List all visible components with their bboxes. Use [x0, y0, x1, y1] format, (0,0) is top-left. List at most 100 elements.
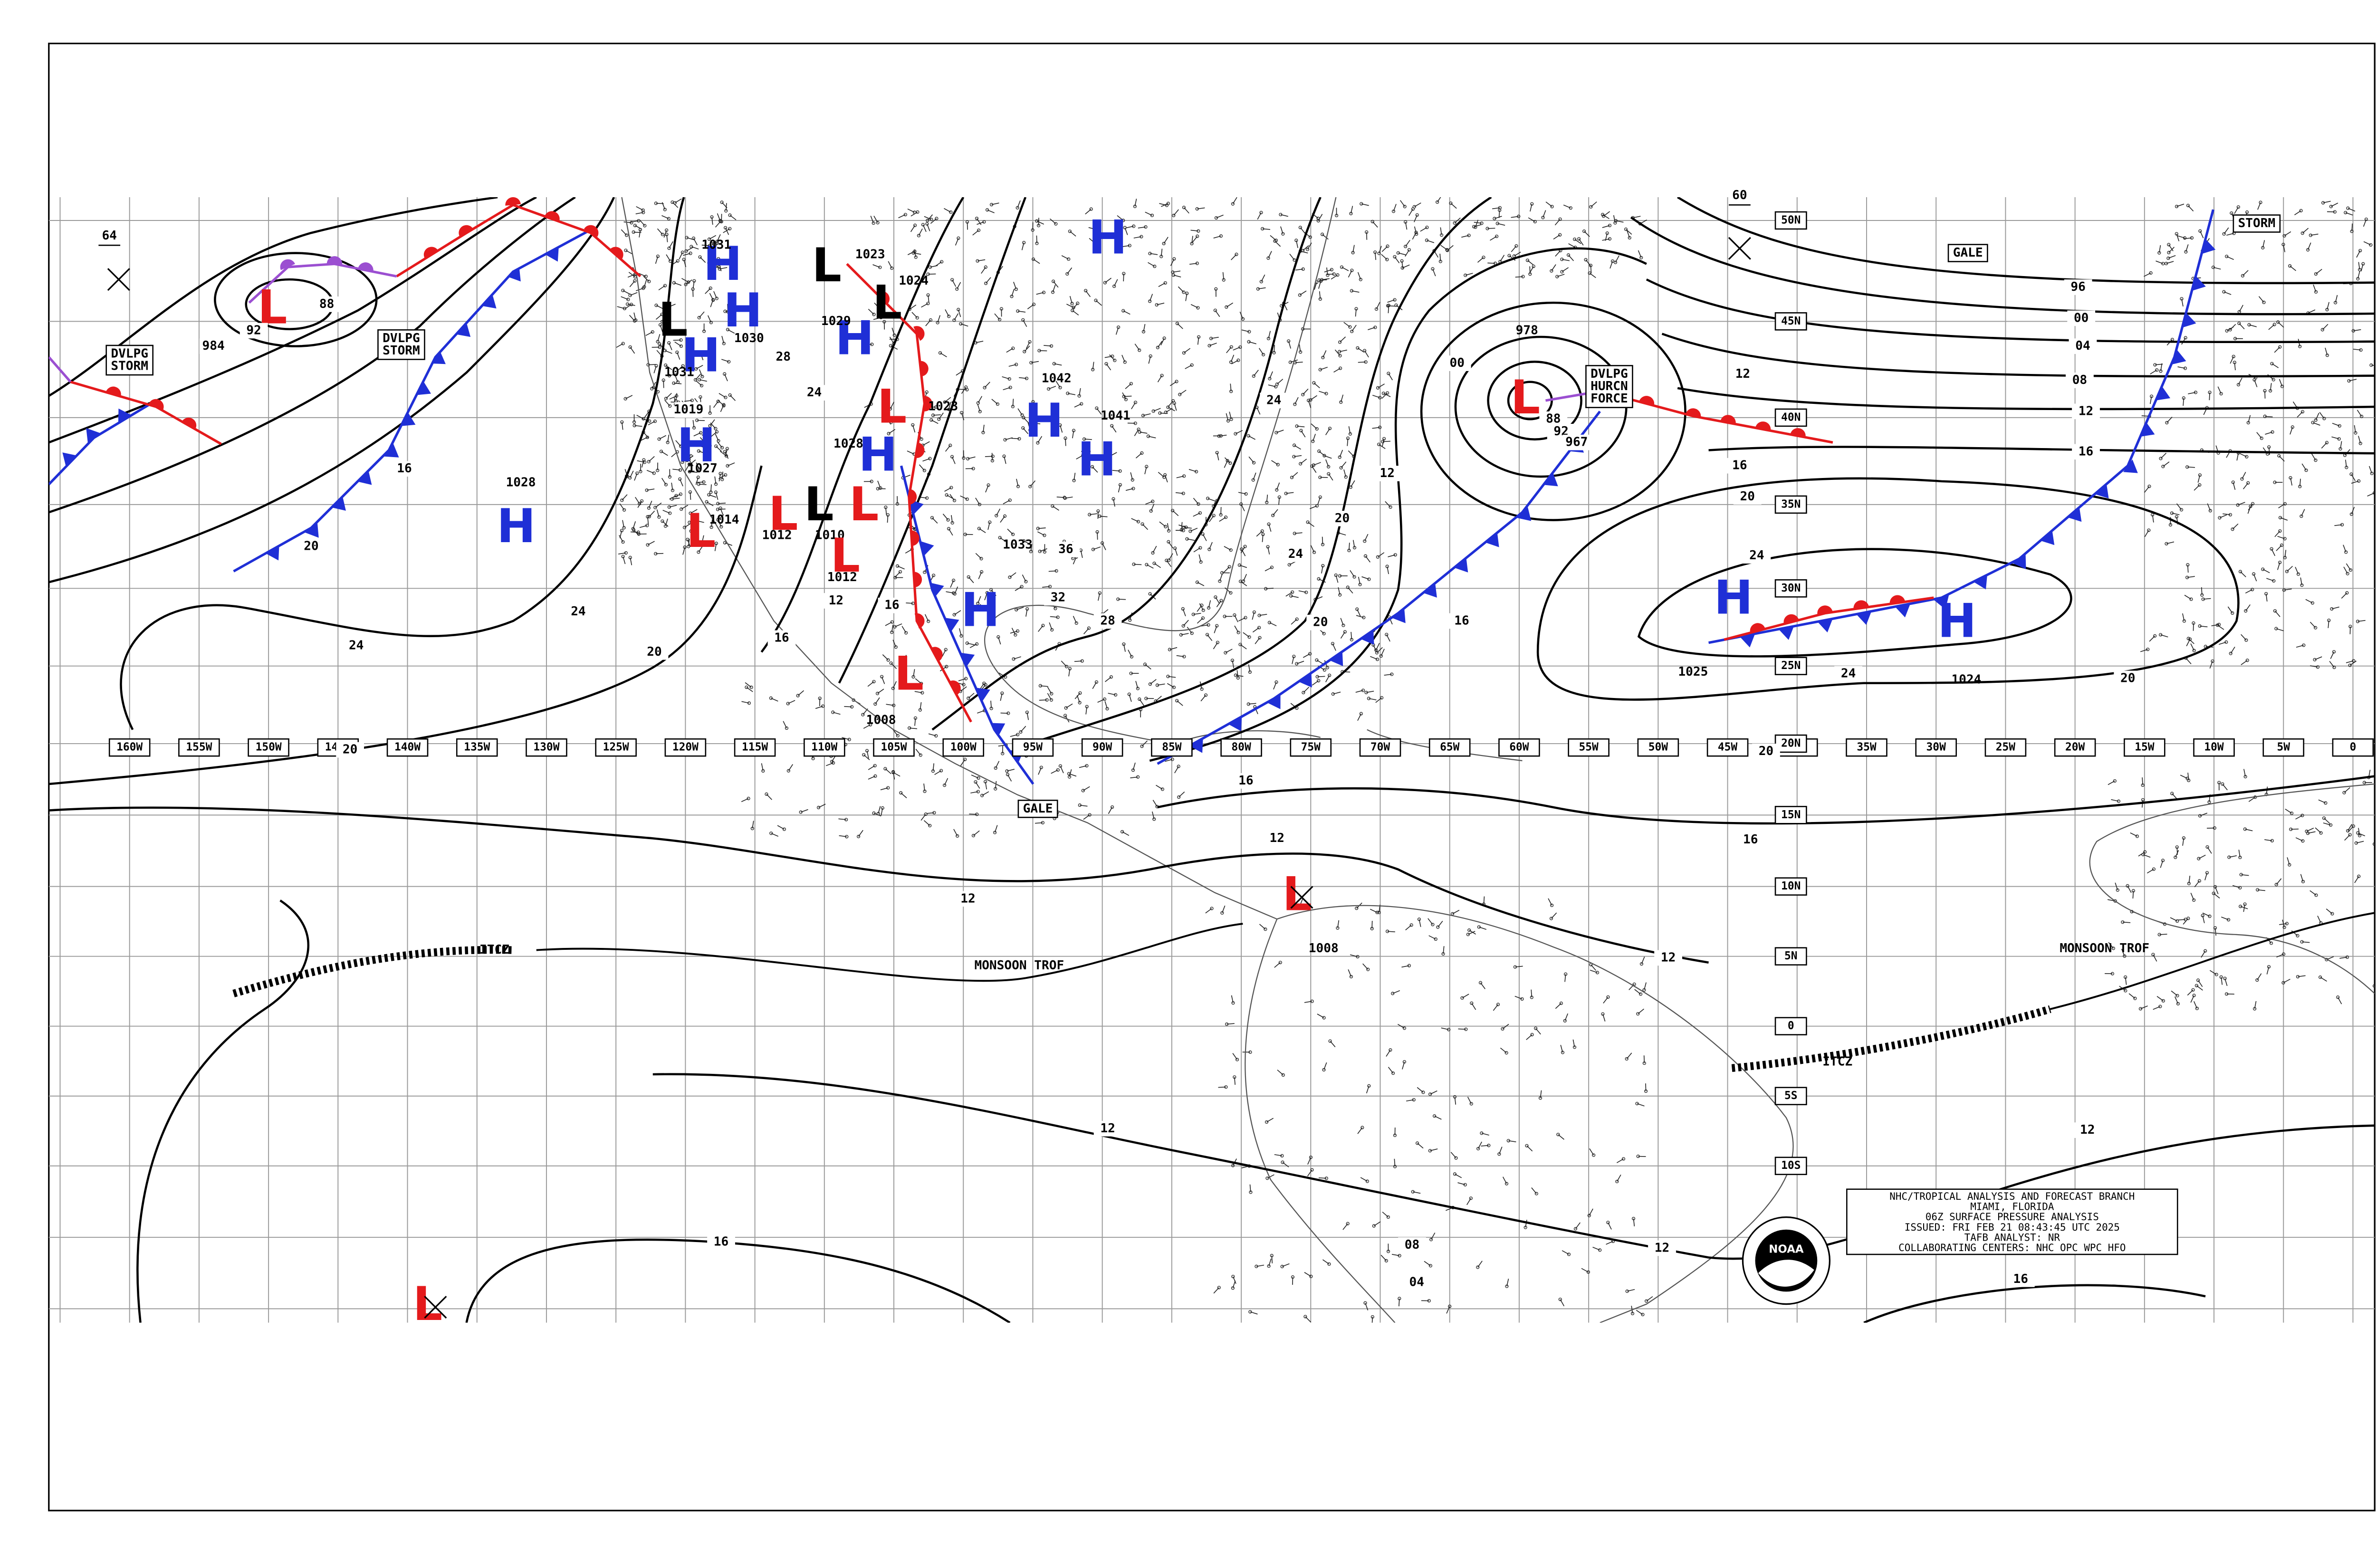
isobar-label-bg	[297, 538, 326, 555]
station-dot	[1272, 351, 1276, 354]
station-dot	[707, 261, 711, 265]
station-dot	[2277, 454, 2281, 458]
station-dot	[1173, 546, 1177, 550]
isobar-label-bg	[2072, 403, 2100, 420]
station-dot	[2157, 933, 2161, 937]
station-dot	[1310, 1168, 1314, 1172]
station-dot	[707, 493, 711, 497]
station-dot	[899, 791, 903, 795]
station-dot	[1265, 1176, 1269, 1180]
station-dot	[688, 520, 691, 525]
station-dot	[1346, 1222, 1350, 1225]
isobar-label: 20	[1740, 489, 1754, 504]
station-dot	[1056, 768, 1060, 772]
station-dot	[957, 236, 960, 240]
label-box	[1984, 738, 2027, 757]
station-dot	[711, 240, 715, 244]
station-dot	[1163, 281, 1167, 285]
station-dot	[1480, 221, 1484, 225]
station-dot	[799, 810, 803, 814]
station-dot	[1049, 344, 1054, 348]
station-dot	[785, 726, 788, 730]
label-box	[1012, 738, 1054, 757]
station-dot	[1224, 1085, 1228, 1089]
station-dot	[870, 343, 874, 346]
station-dot	[2278, 516, 2282, 520]
station-dot	[975, 217, 979, 220]
station-dot	[2207, 800, 2211, 804]
station-dot	[2158, 1004, 2162, 1008]
station-dot	[949, 210, 953, 214]
pressure-center: L	[804, 478, 834, 532]
station-dot	[1498, 208, 1502, 212]
station-dot	[2354, 431, 2357, 435]
station-dot	[1339, 366, 1342, 370]
station-dot	[624, 233, 629, 237]
station-dot	[1613, 260, 1618, 264]
station-dot	[2138, 1007, 2143, 1011]
station-dot	[728, 213, 732, 217]
isobar-label-bg	[1743, 548, 1771, 564]
label-box	[2262, 738, 2305, 757]
station-dot	[1295, 424, 1299, 428]
station-dot	[2351, 824, 2356, 828]
longitude-label: 130W	[533, 741, 559, 754]
central-pressure: 1042	[1042, 372, 1072, 386]
station-dot	[1071, 308, 1074, 312]
station-dot	[2325, 308, 2329, 312]
station-dot	[621, 555, 625, 558]
station-dot	[1393, 1165, 1397, 1168]
feature-label: DVLPG	[111, 346, 148, 361]
label-box	[1081, 738, 1123, 757]
noaa-logo: NOAA	[1742, 1216, 1831, 1305]
station-dot	[2161, 859, 2165, 862]
pressure-center: H	[1937, 594, 1976, 648]
station-dot	[665, 228, 669, 232]
station-dot	[1614, 219, 1618, 223]
station-dot	[1438, 259, 1442, 263]
station-dot	[1477, 925, 1481, 929]
station-dot	[1386, 244, 1389, 248]
station-dot	[2370, 471, 2374, 475]
station-dot	[708, 244, 711, 248]
station-dot	[1615, 1179, 1619, 1184]
station-dot	[2336, 995, 2340, 999]
station-dot	[1396, 251, 1400, 255]
station-dot	[2231, 480, 2235, 484]
station-dot	[2263, 389, 2267, 392]
isobar-label-bg	[1260, 392, 1288, 409]
station-dot	[1386, 391, 1389, 395]
station-dot	[1504, 1051, 1508, 1055]
station-dot	[724, 473, 728, 477]
pressure-center: H	[1025, 394, 1063, 448]
station-dot	[1025, 607, 1029, 611]
station-dot	[917, 234, 920, 238]
station-dot	[1056, 615, 1060, 619]
title-line: ISSUED: FRI FEB 21 08:43:45 UTC 2025	[1905, 1222, 2120, 1233]
station-dot	[1595, 971, 1600, 975]
station-dot	[2304, 468, 2308, 472]
station-dot	[1335, 213, 1339, 218]
title-line: 06Z SURFACE PRESSURE ANALYSIS	[1926, 1211, 2099, 1223]
station-dot	[681, 442, 685, 446]
latitude-label: 40N	[1781, 411, 1801, 423]
station-dot	[1550, 903, 1554, 907]
station-dot	[717, 265, 721, 269]
station-dot	[868, 723, 872, 727]
station-dot	[622, 508, 626, 512]
station-dot	[1407, 248, 1411, 252]
station-dot	[912, 210, 917, 214]
station-dot	[1365, 1179, 1369, 1183]
station-dot	[1447, 1028, 1451, 1032]
longitude-label: 90W	[1092, 741, 1112, 754]
label-box	[1774, 806, 1807, 824]
station-dot	[1042, 290, 1046, 295]
pressure-center: H	[723, 284, 762, 338]
station-dot	[628, 476, 632, 480]
station-dot	[1116, 325, 1121, 329]
latitude-label: 10N	[1781, 880, 1801, 892]
station-dot	[654, 364, 658, 368]
station-dot	[1362, 349, 1367, 353]
station-dot	[1525, 258, 1530, 262]
station-dot	[1014, 287, 1018, 291]
